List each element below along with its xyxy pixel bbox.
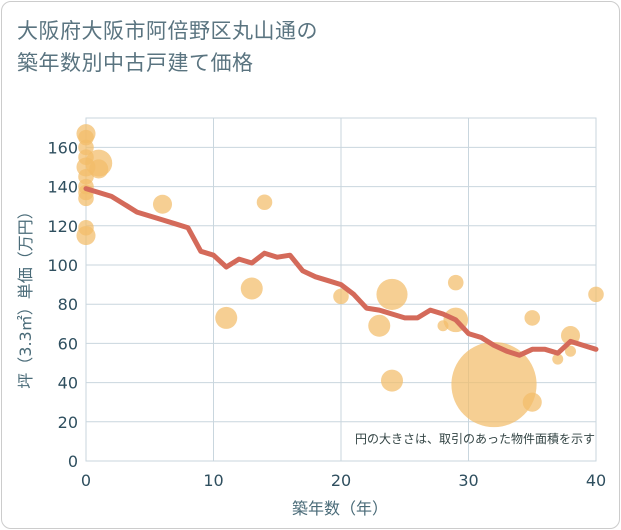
y-axis-ticks: 0 20 40 60 80 100 120 140 160 [47,138,78,471]
x-axis-label: 築年数（年） [292,499,388,518]
y-tick-label-160: 160 [47,138,78,157]
y-tick-label-140: 140 [47,178,78,197]
y-tick-label-80: 80 [58,295,78,314]
bubble-point-30 [588,286,604,303]
bubble-point-26 [522,392,542,412]
y-tick-label-40: 40 [58,374,78,393]
x-tick-label-40: 40 [586,471,606,490]
x-tick-label-10: 10 [203,471,223,490]
chart-title: 大阪府大阪市阿倍野区丸山通の 築年数別中古戸建て価格 [17,15,577,79]
bubble-size-note: 円の大きさは、取引のあった物件面積を示す [355,431,595,446]
x-tick-label-0: 0 [81,471,91,490]
bubble-point-27 [552,353,564,365]
trend-line [83,186,599,358]
x-tick-label-30: 30 [458,471,478,490]
x-axis-ticks: 0 10 20 30 40 [81,471,606,490]
bubble-point-10 [76,226,96,246]
bubble-series [76,124,604,428]
bubble-point-16 [256,194,273,211]
bubble-point-13 [152,194,173,214]
y-axis-label: 坪（3.3㎡）単価（万円） [16,203,35,388]
chart-title-line-1: 大阪府大阪市阿倍野区丸山通の [17,19,318,43]
bubble-point-18 [368,314,391,337]
bubble-point-19 [376,278,408,310]
bubble-point-12 [89,159,109,179]
bubble-point-14 [215,306,238,329]
bubble-point-29 [565,345,576,357]
trend-series [83,186,599,358]
bubble-point-25 [524,310,541,326]
bubble-point-8 [78,190,94,207]
bubble-point-15 [240,277,263,300]
y-tick-label-20: 20 [58,413,78,432]
y-tick-label-60: 60 [58,334,78,353]
y-tick-label-100: 100 [47,256,78,275]
chart-title-line-2: 築年数別中古戸建て価格 [17,51,254,75]
bubble-point-20 [381,369,403,392]
x-tick-label-20: 20 [331,471,351,490]
bubble-point-22 [447,274,464,291]
bubble-point-24 [451,341,537,428]
y-tick-label-0: 0 [68,452,78,471]
y-tick-label-120: 120 [47,217,78,236]
bubble-point-17 [333,288,349,305]
